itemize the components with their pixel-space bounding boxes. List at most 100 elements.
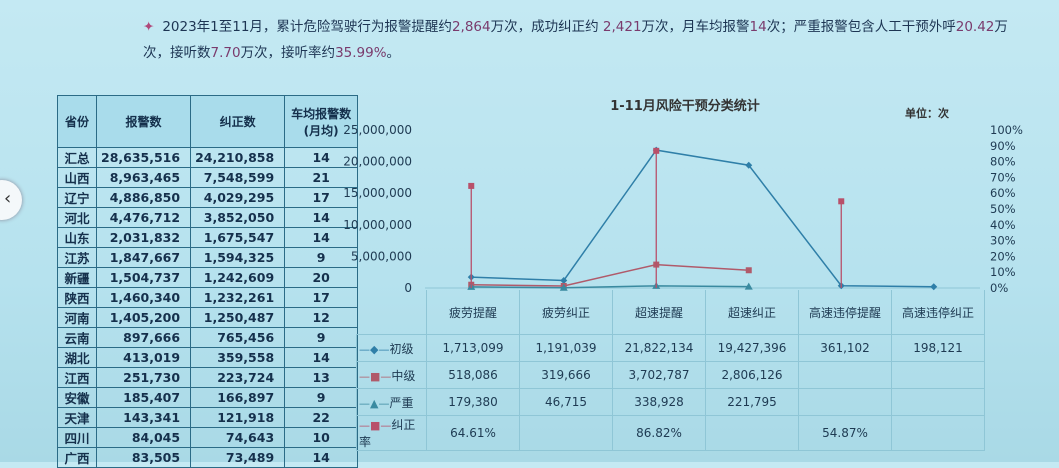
- summary-value: 14: [749, 19, 767, 35]
- data-label: 338,928: [612, 388, 706, 416]
- table-cell: 17: [284, 287, 359, 308]
- summary-value: 35.99%: [335, 45, 387, 61]
- data-label: 54.87%: [798, 415, 892, 451]
- summary-part: 。: [386, 45, 401, 61]
- table-cell: 223,724: [190, 367, 286, 388]
- summary-part: 万次，月车均报警: [641, 19, 750, 35]
- data-label: [891, 361, 985, 389]
- data-label: 21,822,134: [612, 334, 706, 362]
- chart-data-table: 疲劳提醒 疲劳纠正 超速提醒 超速纠正 高速违停提醒 高速违停纠正 —◆—初级 1,713,0…: [356, 290, 985, 451]
- table-cell: 84,045: [95, 427, 192, 448]
- x-tick-label: 超速纠正: [705, 290, 799, 335]
- summary-value: 20.42: [955, 19, 995, 35]
- column-header: 纠正数: [190, 95, 286, 148]
- table-cell: 陕西: [57, 287, 97, 308]
- summary-text: ✦ 2023年1至11月，累计危险驾驶行为报警提醒约2,864万次，成功纠正约 2…: [143, 14, 1023, 66]
- series-line-初级: [471, 149, 934, 288]
- y-tick-label: 25,000,000: [343, 123, 412, 137]
- data-label: 221,795: [705, 388, 799, 416]
- data-label: 179,380: [426, 388, 520, 416]
- x-tick-label: 高速违停提醒: [798, 290, 892, 335]
- summary-part: 万次，接听数: [143, 19, 1008, 61]
- chevron-left-icon: ‹: [4, 188, 12, 209]
- data-label: 1,713,099: [426, 334, 520, 362]
- table-cell: 413,019: [95, 347, 192, 368]
- chart-title: 1-11月风险干预分类统计: [610, 99, 760, 114]
- y2-tick-label: 10%: [990, 265, 1016, 279]
- legend-label: 初级: [389, 341, 414, 356]
- column-header: 车均报警数 (月均): [284, 95, 359, 148]
- table-row: 湖北 413,019 359,558 14: [57, 347, 359, 368]
- table-row: 江苏 1,847,667 1,594,325 9: [57, 247, 359, 268]
- y-tick-label: 15,000,000: [343, 186, 412, 200]
- summary-value: 7.70: [210, 45, 241, 61]
- table-cell: 1,675,547: [190, 227, 286, 248]
- x-tick-label: 疲劳纠正: [519, 290, 613, 335]
- y2-tick-label: 80%: [990, 155, 1016, 169]
- data-point: [744, 282, 753, 290]
- square-legend-icon: —■—: [359, 369, 392, 383]
- table-row: 汇总 28,635,516 24,210,858 14: [57, 147, 359, 168]
- table-cell: 359,558: [190, 347, 286, 368]
- y-tick-label: 0: [404, 281, 412, 295]
- back-button[interactable]: ‹: [0, 180, 22, 220]
- series-line-严重: [471, 285, 749, 289]
- data-point: [745, 267, 752, 274]
- legend-label: 纠正率: [359, 418, 416, 449]
- y2-tick-label: 40%: [990, 218, 1016, 232]
- series-line-中级: [471, 263, 749, 287]
- y2-tick-label: 90%: [990, 139, 1016, 153]
- y2-tick-label: 0%: [990, 281, 1008, 295]
- table-cell: 3,852,050: [190, 207, 286, 228]
- table-cell: 新疆: [57, 267, 97, 288]
- table-cell: 24,210,858: [190, 147, 286, 168]
- legend-label: 中级: [391, 368, 416, 383]
- data-label: 319,666: [519, 361, 613, 389]
- y-tick-label: 10,000,000: [343, 218, 412, 232]
- series-row: —■—中级 518,086 319,666 3,702,787 2,806,126: [356, 361, 985, 389]
- column-header: 报警数: [95, 95, 192, 148]
- summary-part: 2023年1至11月，累计危险驾驶行为报警提醒约: [162, 19, 452, 35]
- data-label: 19,427,396: [705, 334, 799, 362]
- data-label: [891, 388, 985, 416]
- data-label: 361,102: [798, 334, 892, 362]
- table-cell: 江苏: [57, 247, 97, 268]
- y2-tick-label: 100%: [990, 123, 1023, 137]
- data-point: [930, 283, 938, 291]
- summary-part: 万次，成功纠正约: [490, 19, 603, 35]
- table-cell: 21: [284, 167, 359, 188]
- square-legend-icon: —■—: [359, 419, 392, 432]
- y2-tick-label: 70%: [990, 170, 1016, 184]
- data-point: [560, 276, 568, 284]
- table-cell: 安徽: [57, 387, 97, 408]
- legend-item: —▲—严重: [356, 388, 427, 416]
- summary-value: 2,421: [602, 19, 642, 35]
- data-label: 1,191,039: [519, 334, 613, 362]
- data-label: 46,715: [519, 388, 613, 416]
- summary-part: 次；严重报警包含人工干预外呼: [766, 19, 956, 35]
- table-cell: 17: [284, 187, 359, 208]
- data-label: 86.82%: [612, 415, 706, 451]
- y2-tick-label: 60%: [990, 186, 1016, 200]
- data-label: [519, 415, 613, 451]
- summary-value: 2,864: [451, 19, 491, 35]
- data-label: [798, 388, 892, 416]
- y2-tick-label: 50%: [990, 202, 1016, 216]
- series-row: —▲—严重 179,380 46,715 338,928 221,795: [356, 388, 985, 416]
- legend-item: —■—纠正率: [356, 415, 427, 451]
- y-tick-label: 20,000,000: [343, 155, 412, 169]
- y2-tick-label: 30%: [990, 234, 1016, 248]
- data-point: [468, 182, 475, 189]
- table-cell: 20: [284, 267, 359, 288]
- y-tick-label: 5,000,000: [351, 249, 412, 263]
- table-cell: 云南: [57, 327, 97, 348]
- table-cell: 74,643: [190, 427, 286, 448]
- data-point: [745, 161, 753, 169]
- data-point: [653, 147, 660, 154]
- table-cell: 四川: [57, 427, 97, 448]
- legend-item: —◆—初级: [356, 334, 427, 362]
- category-row: 疲劳提醒 疲劳纠正 超速提醒 超速纠正 高速违停提醒 高速违停纠正: [357, 290, 985, 335]
- triangle-legend-icon: —▲—: [359, 396, 390, 410]
- table-cell: 765,456: [190, 327, 286, 348]
